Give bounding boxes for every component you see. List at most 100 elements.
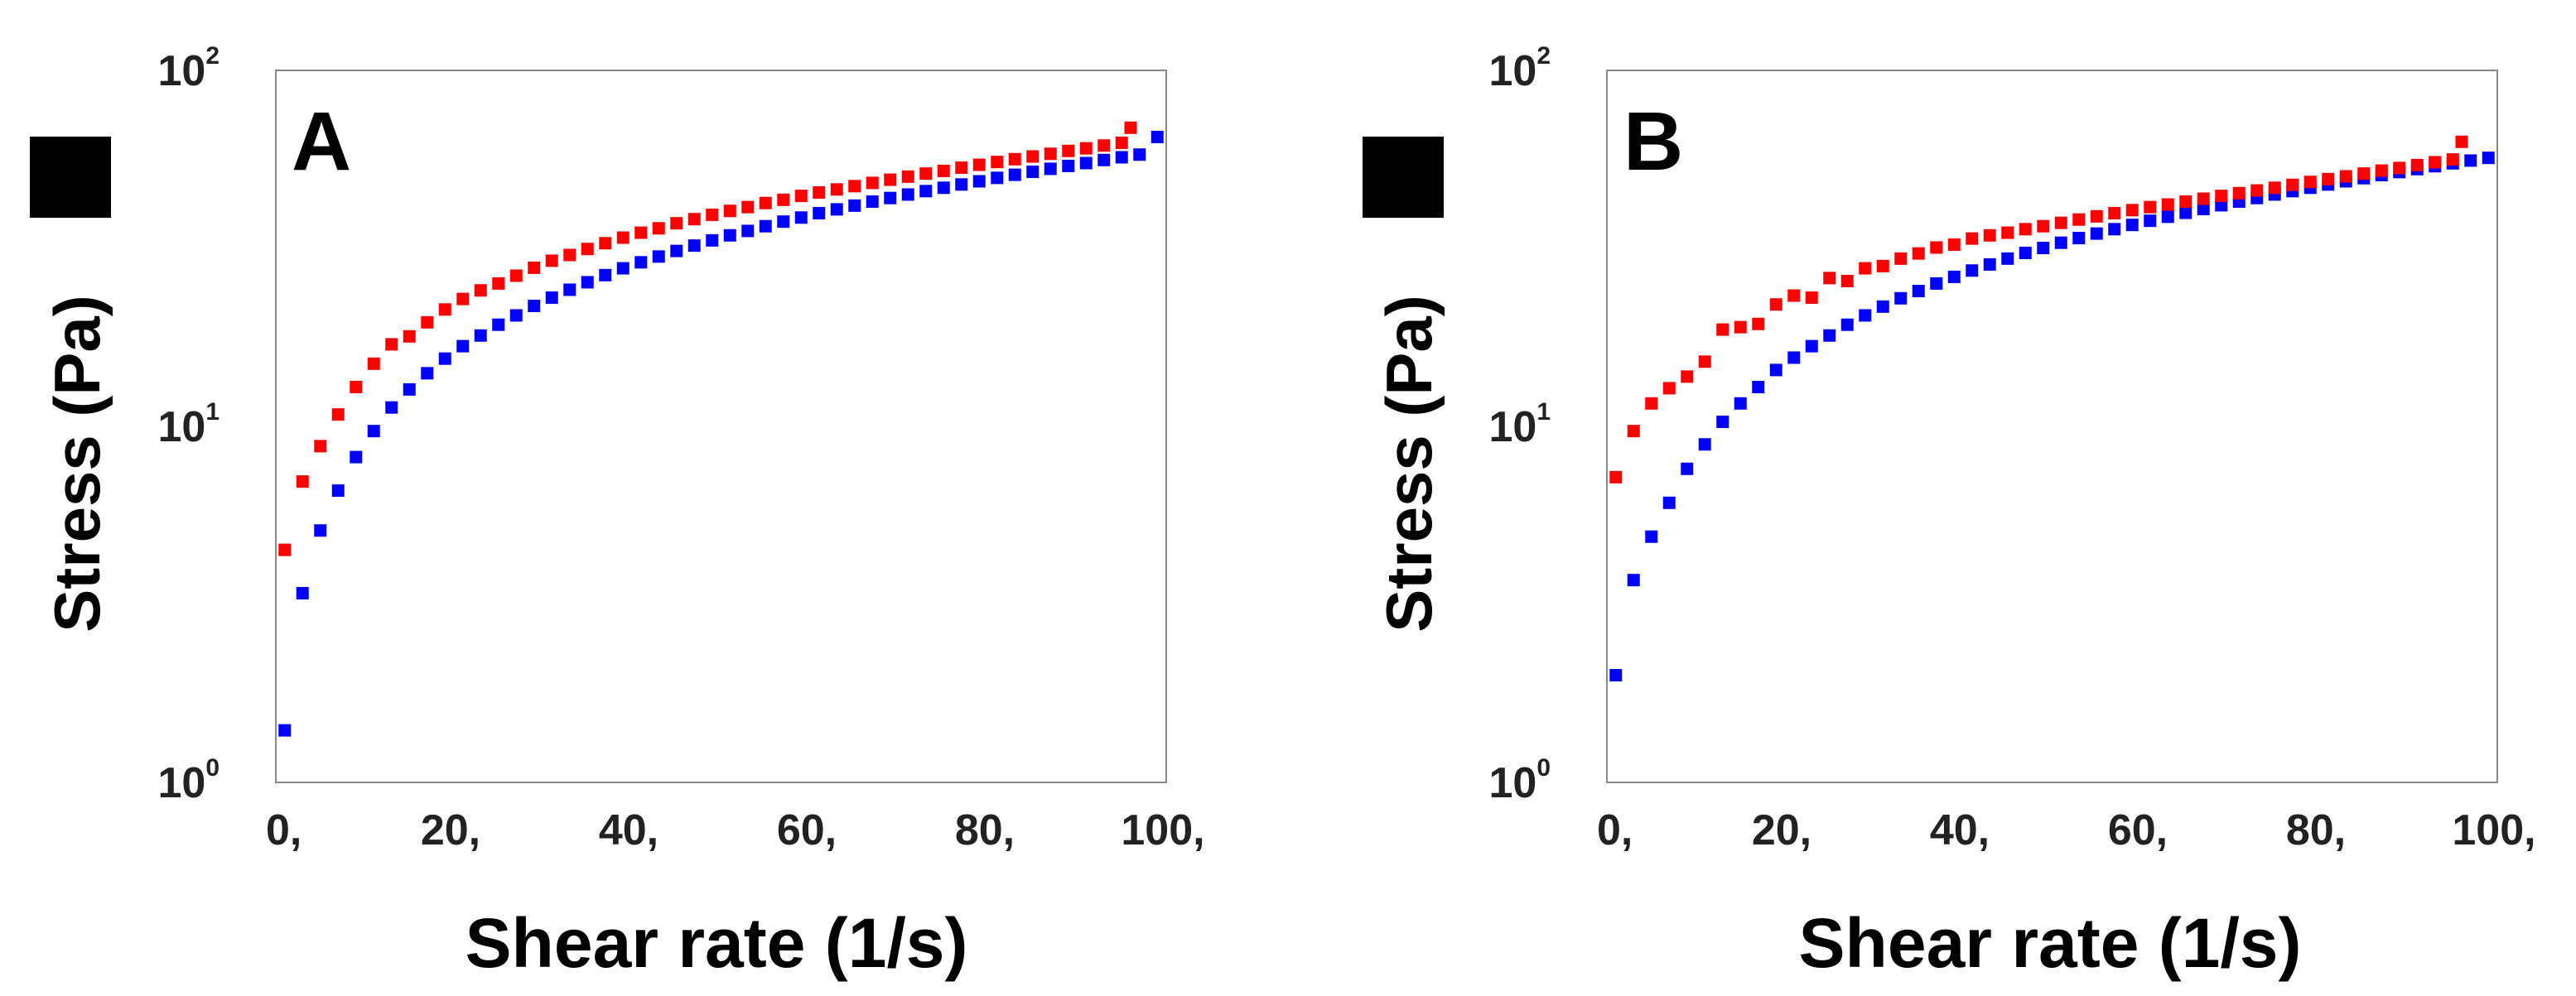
data-point-red [1752,317,1765,330]
data-point-blue [1769,363,1782,377]
data-point-blue [456,339,470,353]
data-point-red [2215,190,2228,203]
data-point-red [884,173,897,186]
data-point-blue [1805,339,1818,353]
data-point-red [2429,156,2442,169]
data-point-red [1008,152,1021,166]
data-point-red [991,156,1004,169]
data-point-red [509,269,523,282]
data-point-red [1124,121,1137,134]
plot-area [275,70,1167,783]
data-point-blue [528,299,541,312]
data-point-red [438,303,451,316]
data-point-red [2446,153,2459,166]
x-tick-label: 20, [421,806,480,854]
data-point-red [2090,209,2103,223]
data-point-red [1645,397,1658,410]
data-point-blue [670,244,683,257]
data-point-blue [1787,351,1801,364]
x-tick-label: 100, [2452,806,2535,854]
data-point-red [1609,470,1623,484]
data-point-blue [2001,252,2014,265]
panel-label: B [1623,95,1683,188]
data-point-red [1044,147,1057,161]
data-point-blue [1734,397,1747,410]
data-point-red [1930,241,1943,254]
data-point-blue [1662,496,1676,509]
data-point-blue [866,195,879,208]
data-point-blue [1079,156,1093,170]
data-point-blue [616,262,630,275]
data-point-blue [901,188,914,201]
data-point-red [1698,355,1711,368]
data-point-red [278,543,292,556]
data-point-blue [634,256,648,269]
data-point-blue [848,199,861,212]
data-point-blue [474,329,487,342]
data-point-red [813,185,826,199]
data-point-blue [2108,223,2121,236]
x-tick-label: 80, [2286,806,2346,854]
data-point-blue [2482,152,2495,165]
data-point-blue [1859,309,1872,322]
data-point-red [1627,425,1640,438]
data-point-red [1912,247,1925,260]
data-point-red [972,158,986,171]
data-point-red [1823,272,1836,285]
data-point-blue [741,224,755,238]
data-point-red [2054,216,2067,229]
data-point-blue [1151,130,1164,143]
y-axis-title: Stress (Pa) [1372,295,1445,633]
data-point-red [2268,181,2281,195]
data-point-red [759,196,772,209]
data-point-red [2357,167,2371,180]
data-point-red [634,226,648,239]
data-point-red [421,315,434,329]
data-point-red [955,161,968,175]
x-tick-labels: 0, 20, 40, 60, 80, 100, [1597,806,2536,854]
data-point-red [563,248,576,262]
data-point-blue [545,291,558,304]
data-point-blue [314,524,327,537]
data-point-red [2250,184,2264,197]
data-point-blue [2144,214,2157,228]
data-point-red [2339,170,2352,183]
data-point-blue [955,178,968,191]
data-point-red [652,222,665,235]
data-point-red [1876,259,1889,272]
data-point-blue [331,484,345,498]
data-point-red [1716,323,1729,336]
data-point-red [1805,291,1818,304]
data-point-red [2161,198,2174,211]
data-point-blue [794,211,808,224]
data-point-red [2019,223,2032,236]
data-point-red [1983,229,1996,242]
data-point-blue [1912,285,1925,298]
data-point-red [1115,136,1128,149]
data-point-red [2125,204,2139,217]
data-point-red [616,231,630,244]
data-point-blue [1966,264,1979,277]
data-point-red [777,193,790,206]
data-point-blue [367,425,380,438]
data-point-red [581,243,594,256]
data-point-red [1079,142,1093,155]
x-tick-label: 40, [599,806,658,854]
data-point-red [830,183,843,196]
data-point-blue [1115,151,1128,164]
data-point-blue [1645,530,1658,543]
data-point-blue [421,367,434,380]
data-point-blue [1947,270,1961,283]
data-point-red [456,292,470,306]
data-point-red [2322,172,2335,185]
data-point-red [741,200,755,214]
x-tick-label: 0, [1597,806,1633,854]
data-point-red [385,338,398,351]
data-point-blue [1823,329,1836,342]
data-point-blue [2019,247,2032,260]
data-point-red [794,190,808,203]
data-point-blue [2215,199,2228,212]
y-tick-label: 101 [1488,398,1551,451]
chart-panel-a: Stress (Pa) Shear rate (1/s) A 0, 20, 40, 6… [30,42,1205,982]
data-point-blue [706,233,719,247]
